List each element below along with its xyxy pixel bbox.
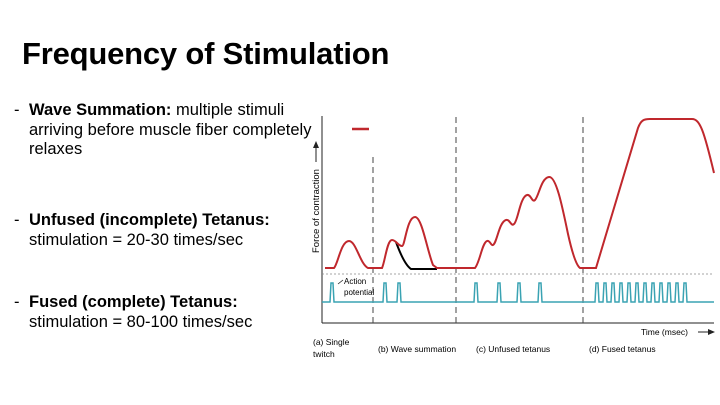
y-axis-arrow-head bbox=[313, 141, 319, 148]
bullet-term-sep: : bbox=[264, 211, 270, 229]
panel-label-a-line1: (a) Single bbox=[313, 337, 350, 347]
slide-title: Frequency of Stimulation bbox=[22, 36, 390, 71]
panel-label-b: (b) Wave summation bbox=[378, 344, 456, 354]
bullet-text: stimulation = 20-30 times/sec bbox=[29, 230, 244, 249]
x-axis-label: Time (msec) bbox=[641, 327, 688, 337]
bullet-dash: - bbox=[14, 101, 20, 119]
bullet-term: Wave Summation bbox=[29, 101, 166, 119]
panel-label-a-line2: twitch bbox=[313, 349, 335, 359]
action-potential-label-line1: Action bbox=[344, 277, 366, 286]
bullet-dash: - bbox=[14, 211, 20, 229]
force-curve bbox=[325, 118, 715, 269]
y-axis-label: Force of contraction bbox=[311, 169, 322, 253]
x-axis-arrow-head bbox=[708, 329, 715, 335]
action-potential-label-line2: potential bbox=[344, 288, 374, 297]
bullet-text: stimulation = 80-100 times/sec bbox=[29, 312, 253, 331]
panel-label-c: (c) Unfused tetanus bbox=[476, 344, 550, 354]
action-potential-leader bbox=[337, 279, 344, 285]
bullet-text: multiple stimuli arriving before muscle … bbox=[29, 101, 312, 158]
action-potential-trace bbox=[322, 282, 714, 303]
bullet-term: Unfused (incomplete) Tetanus bbox=[29, 211, 265, 229]
bullet-term: Fused (complete) Tetanus: bbox=[29, 293, 238, 311]
bullet-dash: - bbox=[14, 293, 20, 311]
bullet-term-sep: : bbox=[165, 101, 172, 119]
panel-label-d: (d) Fused tetanus bbox=[589, 344, 656, 354]
relaxation-curve bbox=[395, 241, 437, 270]
